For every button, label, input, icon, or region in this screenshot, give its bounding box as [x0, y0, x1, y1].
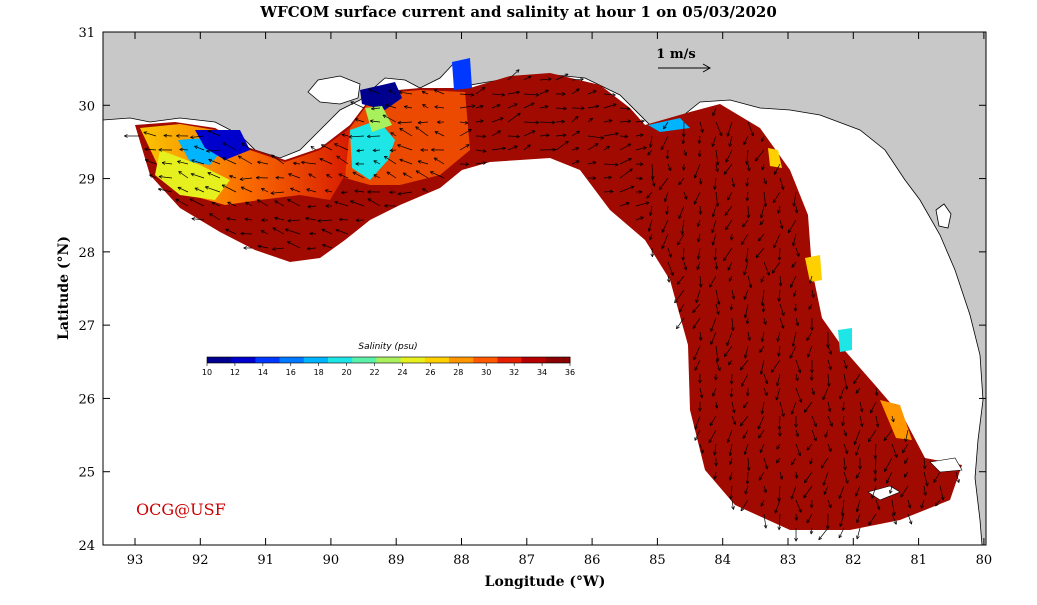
- fresh-patch: [648, 118, 690, 132]
- colorbar-swatch: [352, 357, 377, 363]
- y-tick-label: 26: [78, 392, 95, 407]
- chart-title: WFCOM surface current and salinity at ho…: [260, 3, 777, 21]
- colorbar-tick-label: 10: [202, 368, 212, 377]
- y-tick-label: 24: [78, 539, 95, 554]
- colorbar-swatch: [473, 357, 498, 363]
- colorbar-tick-label: 36: [565, 368, 575, 377]
- colorbar-swatch: [400, 357, 426, 363]
- velocity-scale-arrow: [658, 63, 712, 73]
- x-tick-label: 81: [910, 553, 927, 568]
- colorbar-tick-label: 34: [537, 368, 547, 377]
- colorbar-tick-label: 12: [230, 368, 240, 377]
- fresh-patch: [880, 400, 912, 440]
- colorbar-swatch: [328, 357, 353, 363]
- colorbar-swatch: [449, 357, 474, 363]
- colorbar-tick-label: 24: [397, 368, 407, 377]
- x-tick-label: 80: [976, 553, 993, 568]
- x-tick-label: 86: [584, 553, 601, 568]
- colorbar-swatch: [376, 357, 402, 363]
- lake: [307, 75, 361, 105]
- y-tick-label: 28: [78, 246, 95, 261]
- colorbar-swatch: [424, 357, 450, 363]
- fresh-patch: [452, 58, 472, 90]
- colorbar-title: Salinity (psu): [358, 342, 417, 352]
- y-tick-label: 30: [78, 99, 95, 114]
- keys-island: [929, 457, 963, 473]
- colorbar-swatch: [231, 357, 256, 363]
- x-tick-label: 91: [257, 553, 274, 568]
- colorbar-swatch: [255, 357, 281, 363]
- colorbar-tick-label: 22: [369, 368, 379, 377]
- keys-island: [867, 485, 901, 501]
- colorbar-tick-label: 18: [314, 368, 324, 377]
- credit-label: OCG@USF: [136, 500, 226, 519]
- x-tick-label: 83: [780, 553, 797, 568]
- colorbar-swatch: [497, 357, 523, 363]
- x-tick-label: 82: [845, 553, 862, 568]
- fresh-patch: [838, 328, 852, 352]
- fresh-patch: [350, 120, 395, 180]
- y-tick-label: 27: [78, 319, 95, 334]
- x-tick-label: 88: [453, 553, 470, 568]
- y-tick-label: 29: [78, 173, 95, 188]
- velocity-scale-label: 1 m/s: [656, 47, 695, 62]
- current-vectors: [124, 69, 960, 542]
- colorbar-swatch: [521, 357, 547, 363]
- plot-frame: [102, 31, 987, 546]
- x-axis-label: Longitude (°W): [485, 574, 606, 590]
- model-domain: [135, 73, 962, 530]
- x-tick-label: 92: [192, 553, 209, 568]
- colorbar-swatch: [303, 357, 329, 363]
- fresh-patch: [365, 106, 392, 132]
- colorbar-tick-label: 30: [481, 368, 491, 377]
- salinity-colorbar: 10 12 14 16 18 20 22 24 26 28 30 32 34 36: [202, 356, 575, 377]
- x-tick-label: 93: [127, 553, 144, 568]
- fresh-patch: [195, 130, 250, 160]
- fresh-patch: [768, 148, 782, 168]
- y-axis-label: Latitude (°N): [56, 236, 72, 340]
- colorbar-tick-label: 14: [258, 368, 268, 377]
- x-tick-label: 85: [649, 553, 666, 568]
- x-tick-label: 87: [519, 553, 536, 568]
- x-tick-label: 84: [714, 553, 731, 568]
- x-tick-label: 89: [388, 553, 405, 568]
- colorbar-tick-label: 20: [342, 368, 352, 377]
- colorbar-tick-label: 26: [425, 368, 435, 377]
- colorbar-swatch: [279, 357, 305, 363]
- colorbar-tick-label: 28: [453, 368, 463, 377]
- fresh-patch: [805, 255, 822, 282]
- lake-okeechobee: [935, 203, 952, 229]
- colorbar-swatch: [545, 357, 571, 363]
- y-ticks: 31 30 29 28 27 26 25 24: [78, 26, 986, 554]
- x-ticks: 93 92 91 90 89 88 87 86 85 84 83 82 81 80: [127, 32, 992, 568]
- y-tick-label: 31: [78, 26, 95, 41]
- y-tick-label: 25: [78, 466, 95, 481]
- colorbar-swatch: [207, 357, 232, 363]
- x-tick-label: 90: [323, 553, 340, 568]
- colorbar-tick-label: 16: [286, 368, 296, 377]
- colorbar-tick-label: 32: [509, 368, 519, 377]
